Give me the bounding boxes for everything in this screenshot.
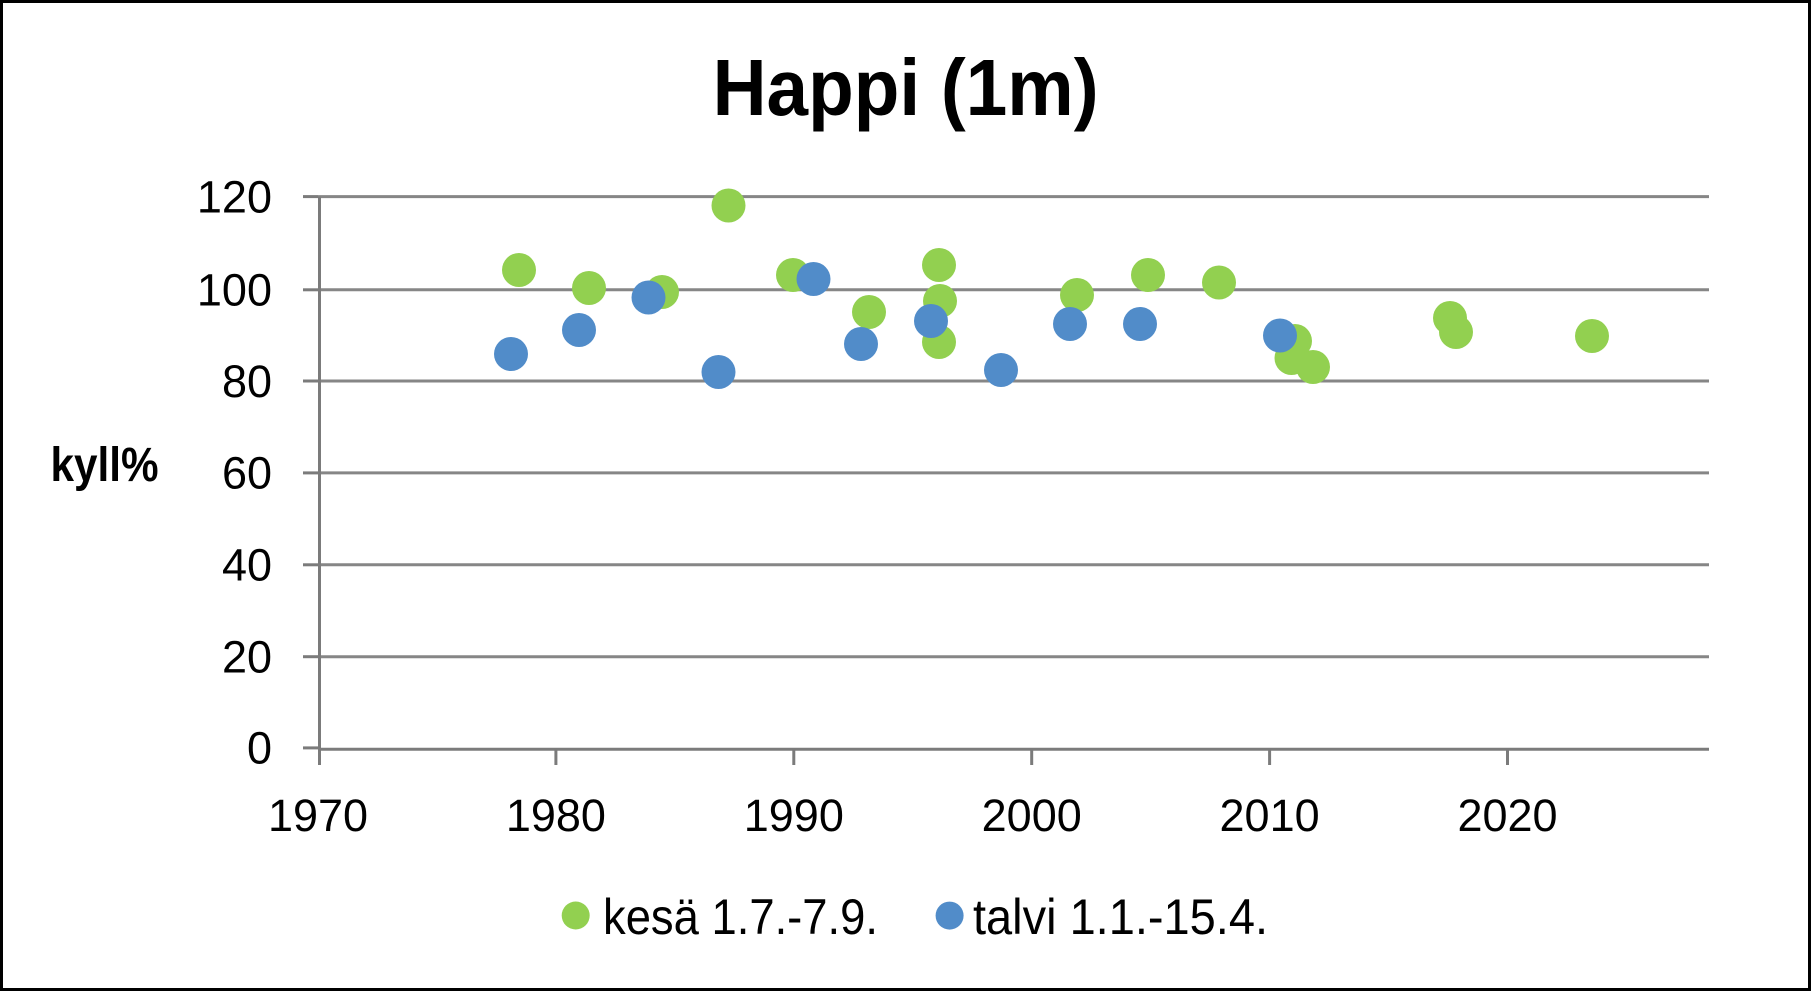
- svg-text:0: 0: [247, 723, 272, 774]
- svg-text:1990: 1990: [744, 790, 844, 841]
- svg-text:80: 80: [222, 356, 272, 407]
- svg-text:2010: 2010: [1220, 790, 1320, 841]
- svg-text:2020: 2020: [1457, 790, 1557, 841]
- svg-text:100: 100: [197, 265, 272, 316]
- svg-text:60: 60: [222, 448, 272, 499]
- svg-text:120: 120: [197, 171, 272, 222]
- svg-text:2000: 2000: [982, 790, 1082, 841]
- svg-text:1970: 1970: [268, 790, 368, 841]
- svg-text:40: 40: [222, 540, 272, 591]
- svg-text:1980: 1980: [506, 790, 606, 841]
- svg-text:talvi 1.1.-15.4.: talvi 1.1.-15.4.: [973, 889, 1268, 945]
- svg-text:kesä 1.7.-7.9.: kesä 1.7.-7.9.: [603, 889, 878, 945]
- svg-text:Happi (1m): Happi (1m): [713, 43, 1099, 132]
- svg-text:kyll%: kyll%: [51, 439, 159, 492]
- svg-text:20: 20: [222, 632, 272, 683]
